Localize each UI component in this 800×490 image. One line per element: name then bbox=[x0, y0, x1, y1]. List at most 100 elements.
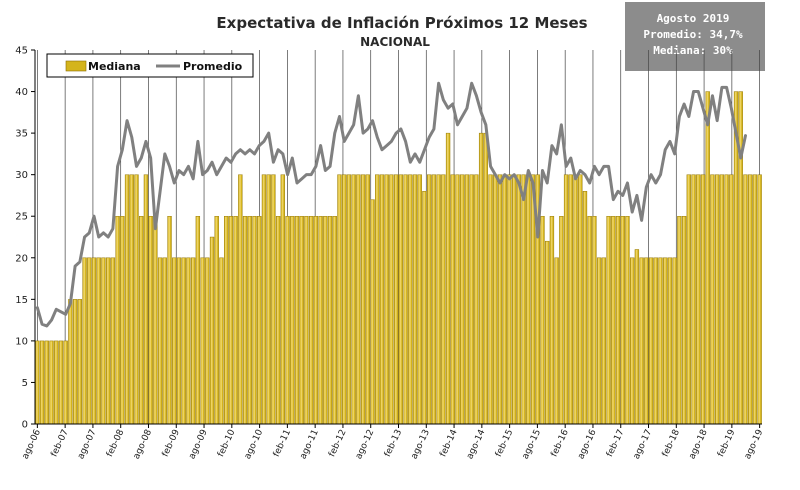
legend-label-mediana: Mediana bbox=[88, 60, 141, 73]
bar-highlight bbox=[140, 216, 142, 424]
x-tick-label: feb-13 bbox=[383, 428, 404, 459]
legend-swatch-mediana bbox=[65, 60, 87, 72]
bar-highlight bbox=[149, 216, 152, 424]
bar-highlight bbox=[130, 175, 133, 424]
legend-label-promedio: Promedio bbox=[183, 60, 243, 73]
x-tick-label: ago-09 bbox=[187, 428, 210, 461]
bar-highlight bbox=[248, 216, 251, 424]
bar-highlight bbox=[163, 258, 166, 424]
x-tick-label: ago-19 bbox=[743, 428, 766, 461]
series-line bbox=[35, 81, 747, 328]
bar-highlight bbox=[678, 216, 680, 424]
y-tick-label: 5 bbox=[22, 378, 28, 389]
bar-highlight bbox=[461, 175, 463, 424]
x-tick-label: ago-10 bbox=[243, 428, 266, 461]
bar-highlight bbox=[36, 341, 38, 424]
bar-highlight bbox=[753, 175, 756, 424]
x-tick-label: feb-16 bbox=[550, 428, 571, 459]
bar-highlight bbox=[522, 175, 525, 424]
bar-highlight bbox=[399, 175, 402, 424]
y-tick-label: 25 bbox=[15, 212, 28, 223]
bar-highlight bbox=[531, 175, 534, 424]
bar-highlight bbox=[300, 216, 303, 424]
bar-highlight bbox=[758, 175, 761, 424]
bar-highlight bbox=[253, 216, 256, 424]
bar-highlight bbox=[239, 175, 241, 424]
bar-highlight bbox=[687, 175, 690, 424]
bar-highlight bbox=[536, 175, 539, 424]
y-tick-label: 40 bbox=[15, 87, 28, 98]
bar-highlight bbox=[489, 175, 492, 424]
bar-highlight bbox=[749, 175, 751, 424]
bar-highlight bbox=[45, 341, 48, 424]
x-tick-label: feb-07 bbox=[49, 428, 70, 459]
bar-highlight bbox=[451, 175, 454, 424]
bar-highlight bbox=[739, 92, 742, 425]
bar-highlight bbox=[715, 175, 718, 424]
bar-highlight bbox=[555, 258, 558, 424]
bar-highlight bbox=[191, 258, 194, 424]
bar-highlight bbox=[73, 299, 76, 424]
bar-highlight bbox=[196, 216, 199, 424]
bar-highlight bbox=[88, 258, 90, 424]
bar-highlight bbox=[390, 175, 392, 424]
bar-highlight bbox=[144, 175, 147, 424]
bar-highlight bbox=[579, 175, 581, 424]
x-tick-label: feb-18 bbox=[661, 428, 682, 459]
summary-note-median: Mediana: 30% bbox=[653, 44, 733, 57]
bar-highlight bbox=[503, 175, 506, 424]
bar-highlight bbox=[428, 175, 430, 424]
x-tick-label: ago-08 bbox=[132, 428, 155, 461]
bar-highlight bbox=[243, 216, 246, 424]
bar-highlight bbox=[276, 216, 279, 424]
x-tick-label: feb-14 bbox=[438, 428, 459, 459]
bar-highlight bbox=[498, 175, 501, 424]
bar-highlight bbox=[597, 258, 600, 424]
bar-highlight bbox=[343, 175, 345, 424]
bar-highlight bbox=[59, 341, 62, 424]
bar-highlight bbox=[135, 175, 137, 424]
bar-highlight bbox=[97, 258, 100, 424]
bar-highlight bbox=[654, 258, 657, 424]
bar-highlight bbox=[413, 175, 416, 424]
bar-highlight bbox=[177, 258, 180, 424]
bar-highlight bbox=[92, 258, 95, 424]
bar-highlight bbox=[394, 175, 397, 424]
bar-highlight bbox=[352, 175, 355, 424]
bar-highlight bbox=[319, 216, 322, 424]
bar-highlight bbox=[40, 341, 43, 424]
bar-highlight bbox=[470, 175, 473, 424]
x-tick-label: feb-19 bbox=[716, 428, 737, 459]
bar-highlight bbox=[564, 175, 567, 424]
bar-highlight bbox=[78, 299, 81, 424]
bar-highlight bbox=[612, 216, 614, 424]
bar-highlight bbox=[380, 175, 383, 424]
bar-highlight bbox=[649, 258, 652, 424]
bar-highlight bbox=[206, 258, 208, 424]
bar-highlight bbox=[55, 341, 57, 424]
bar-highlight bbox=[201, 258, 204, 424]
x-tick-label: ago-11 bbox=[298, 428, 320, 461]
y-tick-label: 30 bbox=[15, 170, 28, 181]
bar-highlight bbox=[682, 216, 685, 424]
x-tick-label: ago-18 bbox=[687, 428, 710, 461]
bar-highlight bbox=[744, 175, 746, 424]
bar-highlight bbox=[475, 175, 477, 424]
x-tick-label: ago-16 bbox=[576, 428, 599, 461]
bar-highlight bbox=[479, 133, 482, 424]
bar-highlight bbox=[437, 175, 440, 424]
bar-highlight bbox=[527, 175, 529, 424]
bar-highlight bbox=[229, 216, 232, 424]
bar-highlight bbox=[310, 216, 312, 424]
bar-highlight bbox=[711, 175, 713, 424]
bar-highlight bbox=[517, 175, 520, 424]
bar-highlight bbox=[281, 175, 284, 424]
bar-highlight bbox=[267, 175, 270, 424]
bar-highlight bbox=[234, 216, 237, 424]
legend-box bbox=[46, 53, 254, 78]
bar-highlight bbox=[225, 216, 227, 424]
bar-highlight bbox=[376, 175, 378, 424]
bar-highlight bbox=[465, 175, 468, 424]
line-series-promedio bbox=[35, 81, 747, 328]
